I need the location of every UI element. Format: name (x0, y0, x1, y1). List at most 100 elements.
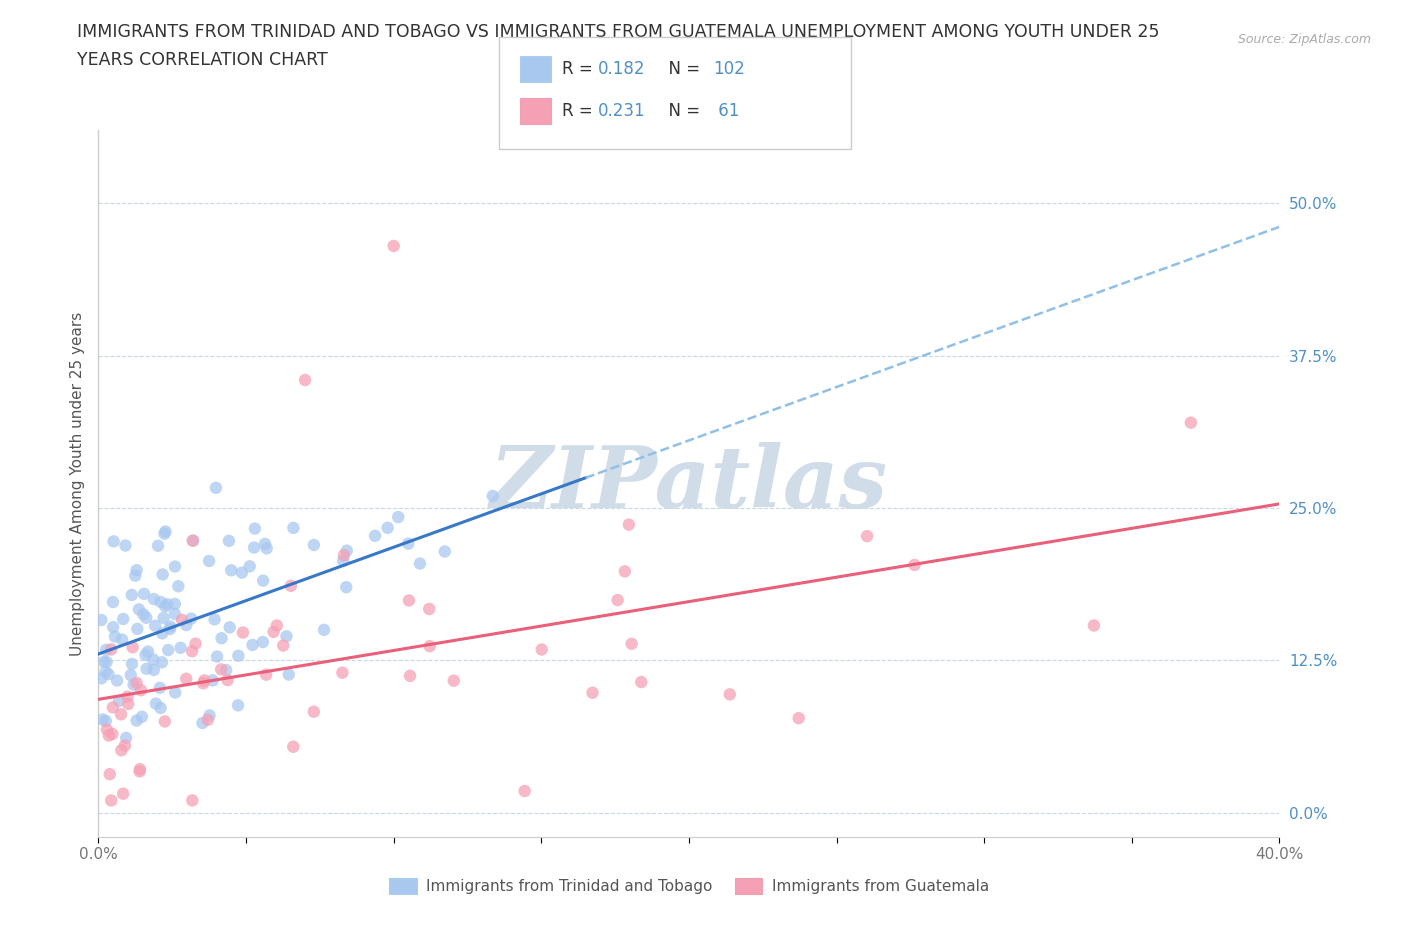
Point (419, 639, 441, 654)
Point (149, 681, 172, 696)
Point (91, 712, 114, 727)
Point (263, 624, 285, 639)
Point (163, 559, 186, 574)
Point (606, 592, 628, 607)
Point (513, 784, 536, 799)
Point (96, 655, 118, 670)
Point (217, 672, 239, 687)
Point (150, 626, 173, 641)
Point (112, 612, 135, 627)
Point (530, 642, 553, 657)
Point (142, 662, 165, 677)
Point (101, 726, 124, 741)
Point (205, 649, 228, 664)
Text: 102: 102 (713, 60, 745, 78)
Text: ZIPatlas: ZIPatlas (489, 442, 889, 525)
Point (104, 630, 127, 644)
Point (122, 677, 145, 692)
Point (121, 640, 143, 655)
Point (433, 544, 456, 559)
Point (128, 602, 150, 617)
Point (163, 596, 186, 611)
Point (1180, 415, 1202, 430)
Point (418, 602, 440, 617)
Point (103, 534, 125, 549)
Point (165, 685, 187, 700)
Point (125, 713, 148, 728)
Point (294, 373, 316, 388)
Point (184, 636, 207, 651)
Point (198, 553, 221, 568)
Point (243, 540, 266, 555)
Point (277, 667, 299, 682)
Text: N =: N = (658, 101, 706, 120)
Point (174, 618, 197, 632)
Point (94, 643, 117, 658)
Point (209, 662, 232, 677)
Point (157, 643, 180, 658)
Point (132, 607, 155, 622)
Point (153, 714, 176, 729)
Point (181, 533, 204, 548)
Point (174, 671, 197, 686)
Point (181, 644, 204, 658)
Legend: Immigrants from Trinidad and Tobago, Immigrants from Guatemala: Immigrants from Trinidad and Tobago, Imm… (382, 871, 995, 900)
Point (718, 687, 741, 702)
Point (125, 563, 148, 578)
Point (97, 667, 120, 682)
Point (336, 543, 359, 558)
Point (163, 606, 186, 621)
Point (149, 700, 172, 715)
Point (276, 629, 298, 644)
Point (215, 663, 238, 678)
Point (114, 538, 136, 553)
Point (399, 669, 422, 684)
Point (135, 661, 157, 676)
Point (156, 597, 179, 612)
Point (112, 786, 135, 801)
Point (129, 683, 152, 698)
Point (94, 664, 117, 679)
Point (630, 674, 652, 689)
Point (142, 591, 165, 606)
Point (620, 636, 643, 651)
Point (117, 689, 139, 704)
Point (127, 621, 149, 636)
Point (243, 521, 266, 536)
Text: 0.182: 0.182 (598, 60, 645, 78)
Point (129, 762, 152, 777)
Point (271, 638, 294, 653)
Point (232, 625, 254, 640)
Point (100, 793, 122, 808)
Point (145, 697, 167, 711)
Point (280, 578, 302, 593)
Point (153, 526, 176, 541)
Text: 61: 61 (713, 101, 740, 120)
Point (180, 611, 202, 626)
Text: Source: ZipAtlas.com: Source: ZipAtlas.com (1237, 33, 1371, 46)
Point (101, 700, 124, 715)
Point (110, 707, 132, 722)
Point (159, 621, 181, 636)
Point (100, 642, 122, 657)
Point (396, 537, 419, 551)
Point (219, 563, 242, 578)
Point (218, 534, 240, 549)
Point (159, 619, 181, 634)
Point (226, 698, 249, 712)
Point (211, 631, 233, 645)
Point (146, 538, 169, 553)
Point (193, 673, 215, 688)
Point (121, 588, 143, 603)
Point (903, 557, 925, 572)
Point (110, 743, 132, 758)
Point (117, 697, 139, 711)
Y-axis label: Unemployment Among Youth under 25 years: Unemployment Among Youth under 25 years (69, 312, 84, 656)
Point (364, 528, 387, 543)
Point (201, 673, 224, 688)
Point (377, 521, 399, 536)
Point (333, 548, 356, 563)
Point (108, 694, 131, 709)
Point (120, 668, 142, 683)
Text: YEARS CORRELATION CHART: YEARS CORRELATION CHART (77, 51, 328, 69)
